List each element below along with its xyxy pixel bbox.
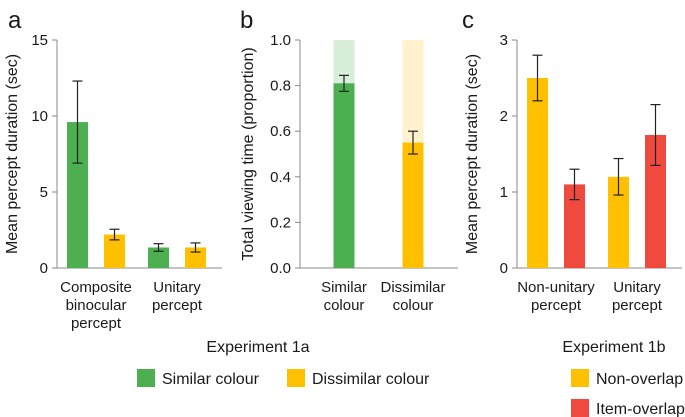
panel-c-chart: 0 1 2 3 Mean percept duration (sec) Non-unita… — [464, 32, 682, 314]
panel-a-chart: 0 5 10 15 Mean percept duration (sec) Composi… — [4, 32, 222, 332]
x-tick-label: Non-unitary — [517, 279, 595, 296]
panel-label-b: b — [240, 7, 253, 34]
y-tick-label: 1.0 — [270, 32, 291, 49]
legend-experiment-1a: Experiment 1a Similar colour Dissimilar … — [137, 339, 430, 388]
bar — [402, 142, 424, 268]
legend-1b-swatch-non-overlap — [571, 369, 589, 387]
x-tick-label: percept — [612, 297, 663, 314]
x-tick-label: percept — [71, 315, 122, 332]
y-tick-label: 0.6 — [270, 123, 291, 140]
y-tick-label: 0 — [500, 260, 508, 277]
y-tick-label: 5 — [40, 184, 48, 201]
bar — [608, 176, 629, 268]
legend-1b-title: Experiment 1b — [562, 339, 665, 356]
y-axis-label: Mean percept duration (sec) — [4, 54, 21, 254]
panel-b-chart: 0.0 0.2 0.4 0.6 0.8 1.0 Total viewing time (pr… — [240, 32, 458, 314]
bar — [645, 135, 666, 268]
x-tick-label: Dissimilar — [381, 279, 446, 296]
legend-1b-label-non-overlap: Non-overlap — [596, 371, 683, 388]
y-tick-label: 3 — [500, 32, 508, 49]
legend-1a-swatch-dissimilar — [287, 369, 305, 387]
bar — [104, 234, 125, 268]
y-tick-label: 0.2 — [270, 214, 291, 231]
y-axis-label: Mean percept duration (sec) — [464, 54, 481, 254]
legend-1a-label-similar: Similar colour — [162, 371, 260, 388]
x-tick-label: Similar — [321, 279, 367, 296]
y-tick-label: 0.4 — [270, 169, 291, 186]
y-axis-label: Total viewing time (proportion) — [240, 47, 257, 260]
legend-1a-swatch-similar — [137, 369, 155, 387]
y-tick-label: 10 — [31, 108, 48, 125]
y-tick-label: 0.0 — [270, 260, 291, 277]
legend-1b-label-item-overlap: Item-overlap — [596, 401, 685, 417]
bar — [148, 247, 169, 268]
panel-label-c: c — [462, 7, 474, 34]
x-tick-label: colour — [324, 297, 365, 314]
x-tick-label: binocular — [66, 297, 127, 314]
bar — [564, 184, 585, 268]
legend-1b-swatch-item-overlap — [571, 399, 589, 417]
y-tick-label: 0.8 — [270, 78, 291, 95]
legend-1a-title: Experiment 1a — [206, 339, 309, 356]
y-tick-label: 0 — [40, 260, 48, 277]
y-tick-label: 2 — [500, 108, 508, 125]
x-tick-label: Unitary — [153, 279, 201, 296]
x-tick-label: Unitary — [613, 279, 661, 296]
x-tick-label: percept — [531, 297, 582, 314]
x-tick-label: colour — [393, 297, 434, 314]
legend-1a-label-dissimilar: Dissimilar colour — [312, 371, 430, 388]
y-tick-label: 15 — [31, 32, 48, 49]
y-tick-label: 1 — [500, 184, 508, 201]
x-tick-label: percept — [152, 297, 203, 314]
bar — [333, 83, 355, 268]
bar — [67, 122, 88, 268]
bar — [527, 78, 548, 268]
x-tick-label: Composite — [60, 279, 132, 296]
legend-experiment-1b: Experiment 1b Non-overlap Item-overlap — [562, 339, 685, 417]
panel-label-a: a — [8, 7, 22, 34]
bar — [185, 247, 206, 268]
